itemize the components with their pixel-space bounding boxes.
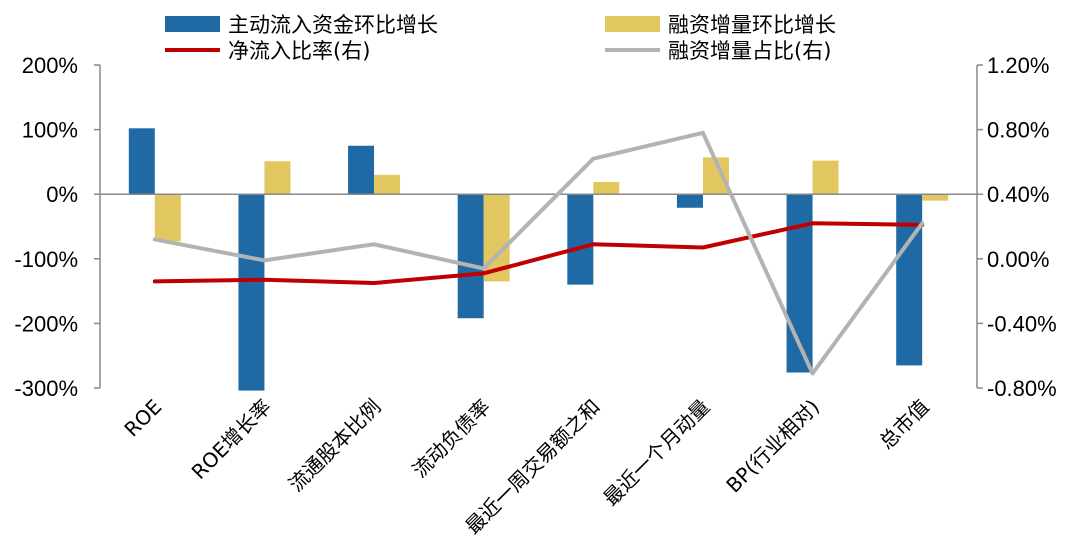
bar-1-0 <box>154 194 181 242</box>
bars <box>128 128 949 391</box>
axes <box>99 65 978 388</box>
category-label: 流通股本比例 <box>284 395 386 497</box>
bar-1-7 <box>922 194 949 201</box>
bar-1-1 <box>264 161 291 195</box>
legend-label-2: 净流入比率(右) <box>228 39 370 63</box>
legend-label-0: 主动流入资金环比增长 <box>228 13 438 37</box>
right-axis-ticks: 1.20% 0.80% 0.40% 0.00% -0.40% -0.80% <box>977 53 1057 401</box>
category-label: ROE <box>119 395 166 442</box>
right-tick-label: 0.00% <box>987 247 1049 272</box>
left-tick-label: 0% <box>46 182 78 207</box>
legend-label-1: 融资增量环比增长 <box>668 13 836 37</box>
left-tick-label: 200% <box>22 53 78 78</box>
legend-label-3: 融资增量占比(右) <box>668 39 831 63</box>
category-label: 总市值 <box>874 395 933 454</box>
bar-0-5 <box>676 194 703 208</box>
category-label: BP(行业相对) <box>721 395 824 498</box>
right-tick-label: 0.80% <box>987 118 1049 143</box>
line-series-1 <box>152 130 925 376</box>
category-label: 最近一个月动量 <box>599 395 715 511</box>
bar-0-1 <box>238 194 265 391</box>
bar-0-3 <box>457 194 484 319</box>
left-tick-label: 100% <box>22 118 78 143</box>
right-tick-label: 1.20% <box>987 53 1049 78</box>
legend-swatch-0 <box>165 16 220 32</box>
bar-0-0 <box>128 128 155 195</box>
bar-1-4 <box>593 181 620 195</box>
line-series-0 <box>152 221 925 286</box>
left-tick-label: -200% <box>14 311 78 336</box>
bar-1-6 <box>812 160 839 195</box>
category-label: 流动负债率 <box>408 395 496 483</box>
left-tick-label: -300% <box>14 376 78 401</box>
right-tick-label: -0.80% <box>987 376 1057 401</box>
bar-0-4 <box>567 194 594 285</box>
bar-0-2 <box>348 145 375 195</box>
right-tick-label: 0.40% <box>987 182 1049 207</box>
left-tick-label: -100% <box>14 247 78 272</box>
right-tick-label: -0.40% <box>987 311 1057 336</box>
left-axis-ticks: 200% 100% 0% -100% -200% -300% <box>14 53 100 401</box>
lines <box>152 130 925 376</box>
bar-1-2 <box>374 174 401 195</box>
category-label: ROE增长率 <box>187 395 276 484</box>
bar-0-7 <box>896 194 923 366</box>
legend-swatch-1 <box>605 16 660 32</box>
